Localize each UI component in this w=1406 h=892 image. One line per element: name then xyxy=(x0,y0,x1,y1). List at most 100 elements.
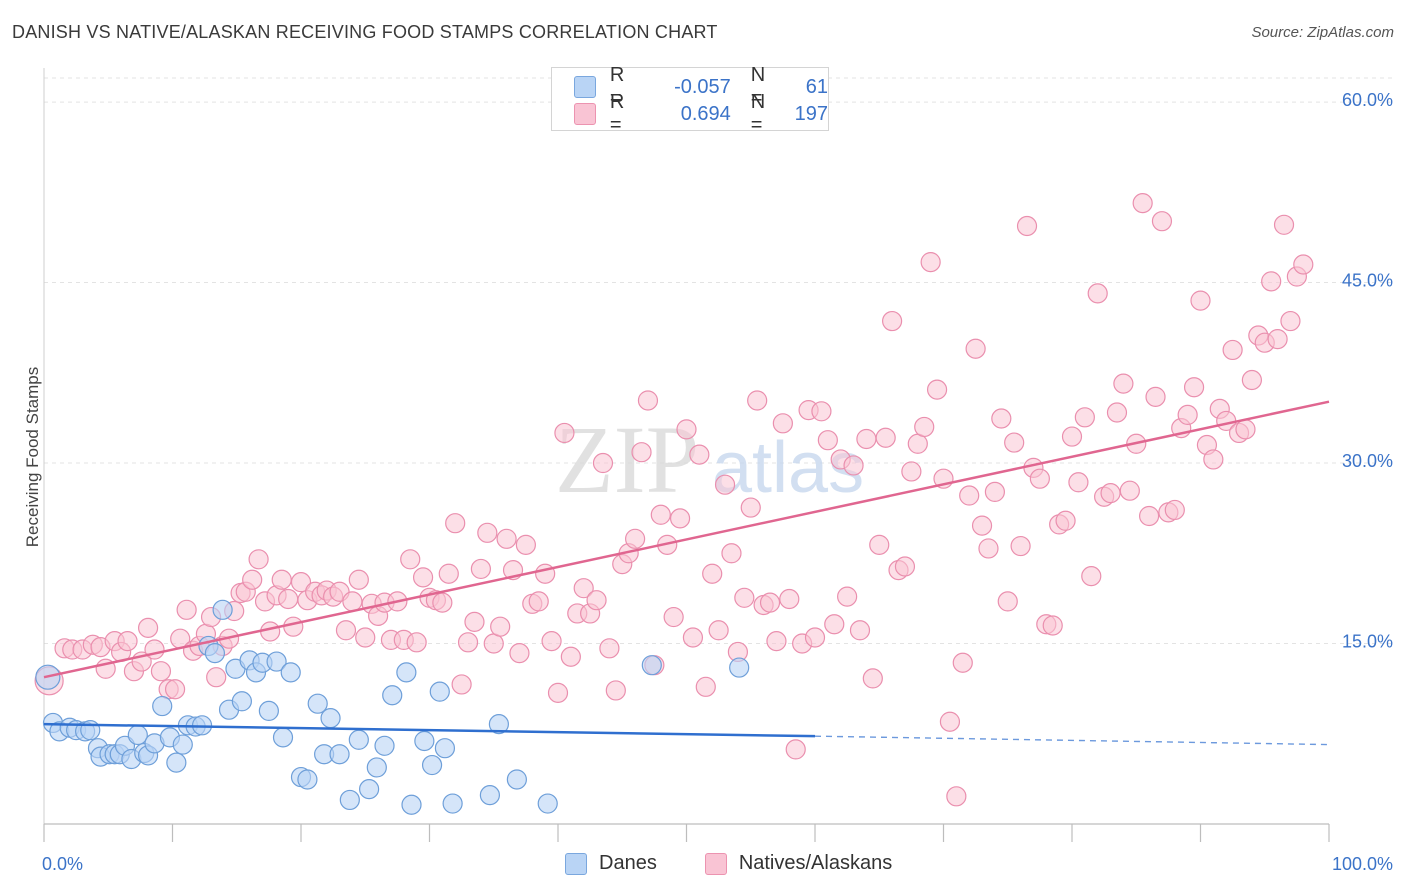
natives-point xyxy=(669,508,691,529)
natives-point xyxy=(335,620,357,641)
natives-point xyxy=(894,556,916,577)
y-tick-label: 45.0% xyxy=(1342,271,1393,291)
natives-point xyxy=(477,522,498,543)
natives-point xyxy=(817,430,838,451)
danes-point xyxy=(80,720,101,741)
legend-item-natives: Natives/Alaskans xyxy=(704,852,892,875)
natives-point xyxy=(150,661,172,682)
danes-legend-swatch xyxy=(565,852,587,875)
natives-point xyxy=(824,614,845,635)
danes-point xyxy=(172,734,193,755)
natives-point xyxy=(901,461,922,482)
natives-point xyxy=(137,617,159,638)
danes-point xyxy=(166,752,187,773)
natives-point xyxy=(875,427,896,448)
natives-point xyxy=(1273,214,1295,235)
natives-point xyxy=(779,588,800,610)
natives-point xyxy=(1145,386,1166,407)
natives-point xyxy=(1132,193,1153,214)
danes-point xyxy=(320,708,341,729)
danes-point xyxy=(506,769,527,790)
r-label: R = xyxy=(609,91,625,136)
natives-point xyxy=(1222,339,1243,361)
natives-point xyxy=(1074,407,1095,428)
natives-point xyxy=(1235,419,1256,440)
natives-point xyxy=(804,627,826,648)
natives-point xyxy=(1100,483,1121,504)
natives-point xyxy=(772,413,793,434)
natives-point xyxy=(1293,254,1314,275)
danes-point xyxy=(366,757,387,778)
natives-point xyxy=(290,572,312,593)
natives-point xyxy=(997,591,1018,612)
natives-point xyxy=(1106,402,1128,423)
danes-point xyxy=(421,754,443,776)
y-tick-label: 60.0% xyxy=(1342,90,1393,110)
natives-point xyxy=(1119,480,1140,501)
natives-point xyxy=(451,674,472,695)
danes-point xyxy=(729,657,750,678)
natives-point xyxy=(271,569,292,590)
natives-point xyxy=(1203,449,1224,470)
n-label: N = xyxy=(750,64,766,109)
natives-point xyxy=(1280,310,1301,332)
natives-point xyxy=(206,667,227,688)
natives-point xyxy=(432,592,453,613)
danes-point xyxy=(280,662,301,683)
x-tick-labels: 0.0% 100.0% xyxy=(42,854,1393,874)
danes-point xyxy=(434,738,456,759)
natives-point xyxy=(984,481,1006,503)
danes-point xyxy=(401,794,422,815)
natives-point xyxy=(483,633,504,654)
natives-point xyxy=(991,408,1012,429)
natives-point xyxy=(509,643,530,664)
natives-point xyxy=(445,513,466,534)
danes-point xyxy=(212,599,233,620)
trend-lines xyxy=(43,400,1330,746)
natives-point xyxy=(599,638,620,659)
natives-point xyxy=(766,631,787,652)
danes-point xyxy=(442,793,463,814)
natives-point xyxy=(1055,510,1076,531)
natives-point xyxy=(689,444,710,465)
natives-swatch xyxy=(574,103,596,125)
natives-point xyxy=(412,567,434,588)
legend-label-danes: Danes xyxy=(599,852,657,874)
danes-trend-extension xyxy=(814,735,1330,746)
natives-point xyxy=(586,590,607,611)
danes-trend-line xyxy=(43,722,816,738)
natives-point xyxy=(176,599,197,620)
x-tick-label: 0.0% xyxy=(42,854,83,874)
n-value-natives: 197 xyxy=(794,102,828,125)
danes-point xyxy=(537,793,558,814)
natives-point xyxy=(721,543,742,564)
danes-point xyxy=(329,744,350,765)
natives-point xyxy=(1151,211,1173,232)
legend-row-natives: R = 0.694 N = 197 xyxy=(574,91,828,136)
natives-point xyxy=(702,563,723,584)
natives-point xyxy=(869,534,890,555)
r-value-danes: -0.057 xyxy=(674,75,731,98)
y-axis-label: Receiving Food Stamps xyxy=(23,367,42,547)
natives-point xyxy=(573,578,594,599)
series-legend: Danes Natives/Alaskans xyxy=(565,852,940,875)
natives-point xyxy=(464,611,485,632)
legend-row-danes: R = -0.057 N = 61 xyxy=(574,64,828,109)
natives-point xyxy=(631,442,652,463)
legend-item-danes: Danes xyxy=(565,852,657,875)
n-label: N = xyxy=(750,91,766,136)
natives-point xyxy=(965,338,986,359)
danes-point xyxy=(414,730,435,752)
natives-point xyxy=(856,428,877,450)
natives-point xyxy=(759,592,781,613)
natives-point xyxy=(914,416,935,438)
danes-point xyxy=(204,643,226,664)
danes-point xyxy=(374,735,395,756)
natives-point xyxy=(837,586,858,607)
natives-point xyxy=(946,786,967,807)
natives-legend-swatch xyxy=(704,852,727,875)
danes-point xyxy=(231,691,252,712)
natives-point xyxy=(355,627,376,648)
natives-point xyxy=(843,455,864,476)
natives-point xyxy=(952,652,973,673)
